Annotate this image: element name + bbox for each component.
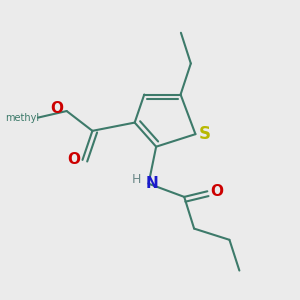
Text: S: S <box>199 125 211 143</box>
Text: methyl: methyl <box>5 112 39 123</box>
Text: N: N <box>146 176 158 191</box>
Text: O: O <box>50 101 63 116</box>
Text: O: O <box>210 184 223 199</box>
Text: O: O <box>67 152 80 167</box>
Text: H: H <box>131 173 141 186</box>
